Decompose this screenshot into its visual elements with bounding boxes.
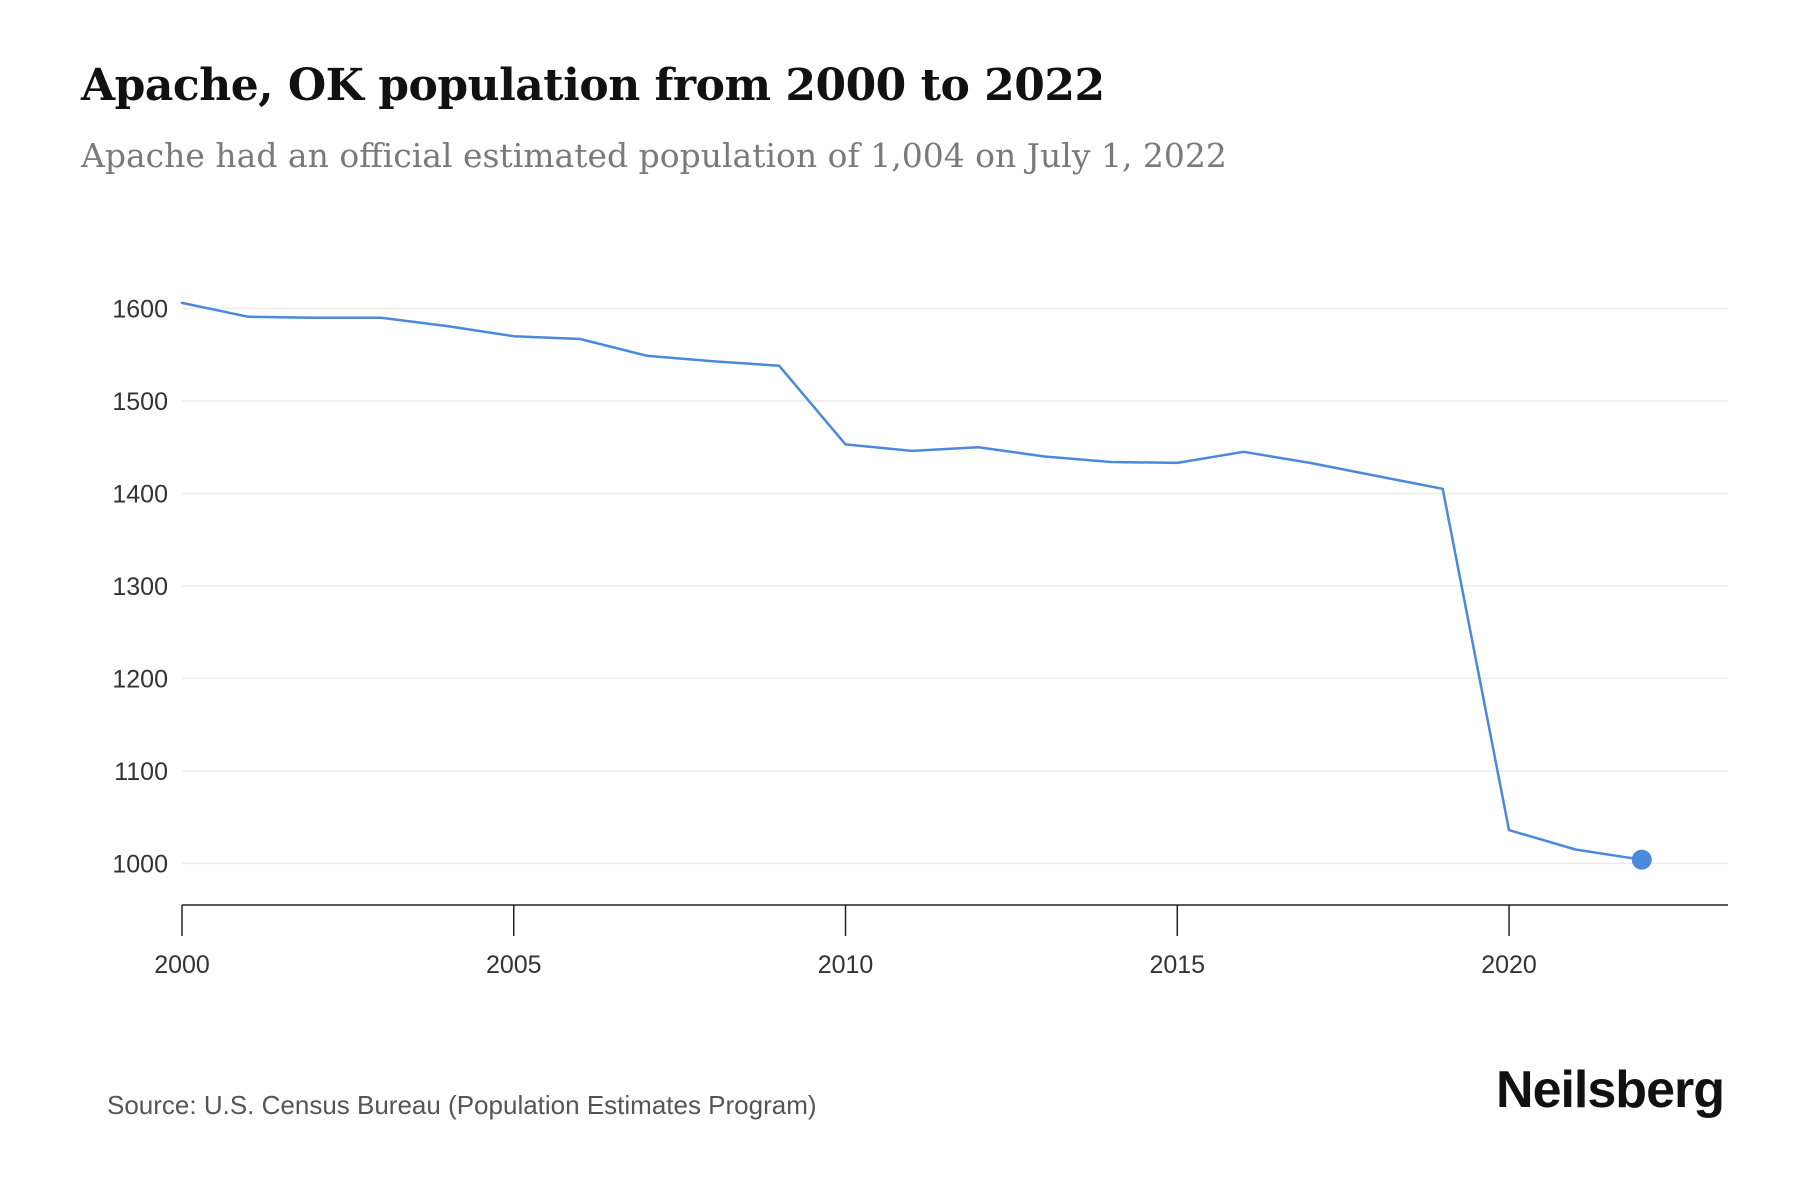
data-point-2012 <box>975 444 981 450</box>
data-point-2021 <box>1572 847 1578 853</box>
x-tick-label: 2020 <box>1481 951 1537 979</box>
data-point-2016 <box>1241 449 1247 455</box>
data-point-2006 <box>577 336 583 342</box>
brand-logo: Neilsberg <box>1496 1061 1725 1119</box>
data-point-2015 <box>1174 460 1180 466</box>
data-point-2009 <box>776 363 782 369</box>
y-tick-label: 1400 <box>112 480 168 508</box>
data-point-2001 <box>245 314 251 320</box>
chart-title: Apache, OK population from 2000 to 2022 <box>81 60 1105 111</box>
x-tick-label: 2015 <box>1149 951 1205 979</box>
data-point-2007 <box>643 353 649 359</box>
data-point-2017 <box>1307 460 1313 466</box>
latest-value-marker <box>1631 849 1652 870</box>
y-tick-label: 1500 <box>112 388 168 416</box>
chart-subtitle: Apache had an official estimated populat… <box>81 136 1227 175</box>
source-note: Source: U.S. Census Bureau (Population E… <box>107 1090 817 1120</box>
data-point-2019 <box>1440 486 1446 492</box>
x-axis-ticks: 2000 2005 2010 2015 2020 <box>154 905 1537 979</box>
x-tick-label: 2000 <box>154 951 210 979</box>
data-point-2008 <box>710 358 716 364</box>
data-point-2005 <box>511 333 517 339</box>
y-tick-label: 1200 <box>112 665 168 693</box>
data-point-2004 <box>444 323 450 329</box>
data-point-2000 <box>179 300 185 306</box>
y-axis-ticks: 1000 1100 1200 1300 1400 1500 1600 <box>112 295 168 878</box>
data-point-2013 <box>1042 453 1048 459</box>
y-tick-label: 1100 <box>114 758 168 786</box>
gridlines <box>182 307 1728 865</box>
y-tick-label: 1600 <box>112 295 168 323</box>
data-point-2002 <box>312 315 318 321</box>
population-series-line <box>180 301 1643 861</box>
data-point-2014 <box>1108 459 1114 465</box>
population-line-chart: 1000 1100 1200 1300 1400 1500 1600 2000 2005 201… <box>112 295 1728 979</box>
data-point-2010 <box>843 441 849 447</box>
data-point-2018 <box>1373 473 1379 479</box>
y-tick-label: 1000 <box>112 850 168 878</box>
x-tick-label: 2005 <box>486 951 542 979</box>
series-layer <box>179 300 1652 870</box>
data-point-2011 <box>909 448 915 454</box>
data-point-2020 <box>1506 827 1512 833</box>
y-tick-label: 1300 <box>112 573 168 601</box>
data-point-2003 <box>378 315 384 321</box>
x-tick-label: 2010 <box>818 951 874 979</box>
